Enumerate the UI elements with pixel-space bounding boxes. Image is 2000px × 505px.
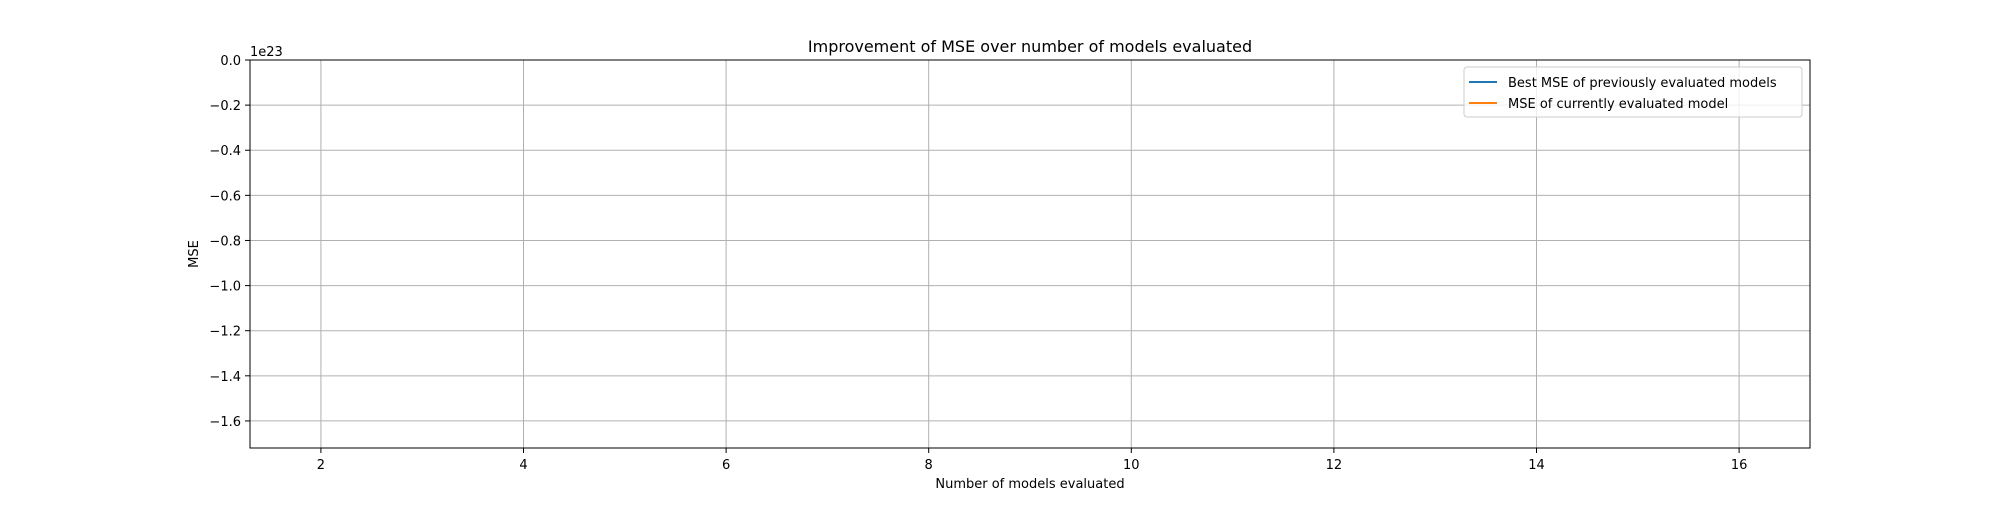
y-tick-label: 0.0 [220,54,241,69]
chart-title: Improvement of MSE over number of models… [808,37,1252,56]
x-axis-label: Number of models evaluated [935,477,1124,492]
axis-ticks: 2 4 6 8 10 12 14 16 0.0 −0.2 −0.4 −0.6 −0.8 −1.0 −1.2 −… [209,54,1747,473]
y-tick-label: −1.0 [209,280,241,295]
legend-label-1: MSE of currently evaluated model [1508,97,1728,112]
grid-lines [250,59,1810,448]
plot-frame [249,59,1811,449]
legend: Best MSE of previously evaluated models M… [1463,66,1803,118]
y-axis-label: MSE [187,240,202,268]
legend-box [1463,66,1803,118]
legend-label-0: Best MSE of previously evaluated models [1508,76,1777,91]
x-tick-label: 8 [925,458,933,473]
x-tick-label: 2 [317,458,325,473]
x-tick-label: 6 [722,458,730,473]
x-tick-label: 4 [519,458,527,473]
y-tick-label: −0.8 [209,234,241,249]
y-tick-label: −1.2 [209,325,241,340]
y-tick-label: −1.4 [209,370,241,385]
y-tick-label: −1.6 [209,415,241,430]
x-tick-label: 10 [1123,458,1140,473]
x-tick-label: 16 [1731,458,1748,473]
y-tick-label: −0.2 [209,99,241,114]
x-tick-label: 14 [1528,458,1545,473]
y-tick-label: −0.6 [209,189,241,204]
x-tick-label: 12 [1326,458,1343,473]
y-axis-offset-label: 1e23 [250,45,283,60]
y-tick-label: −0.4 [209,144,241,159]
